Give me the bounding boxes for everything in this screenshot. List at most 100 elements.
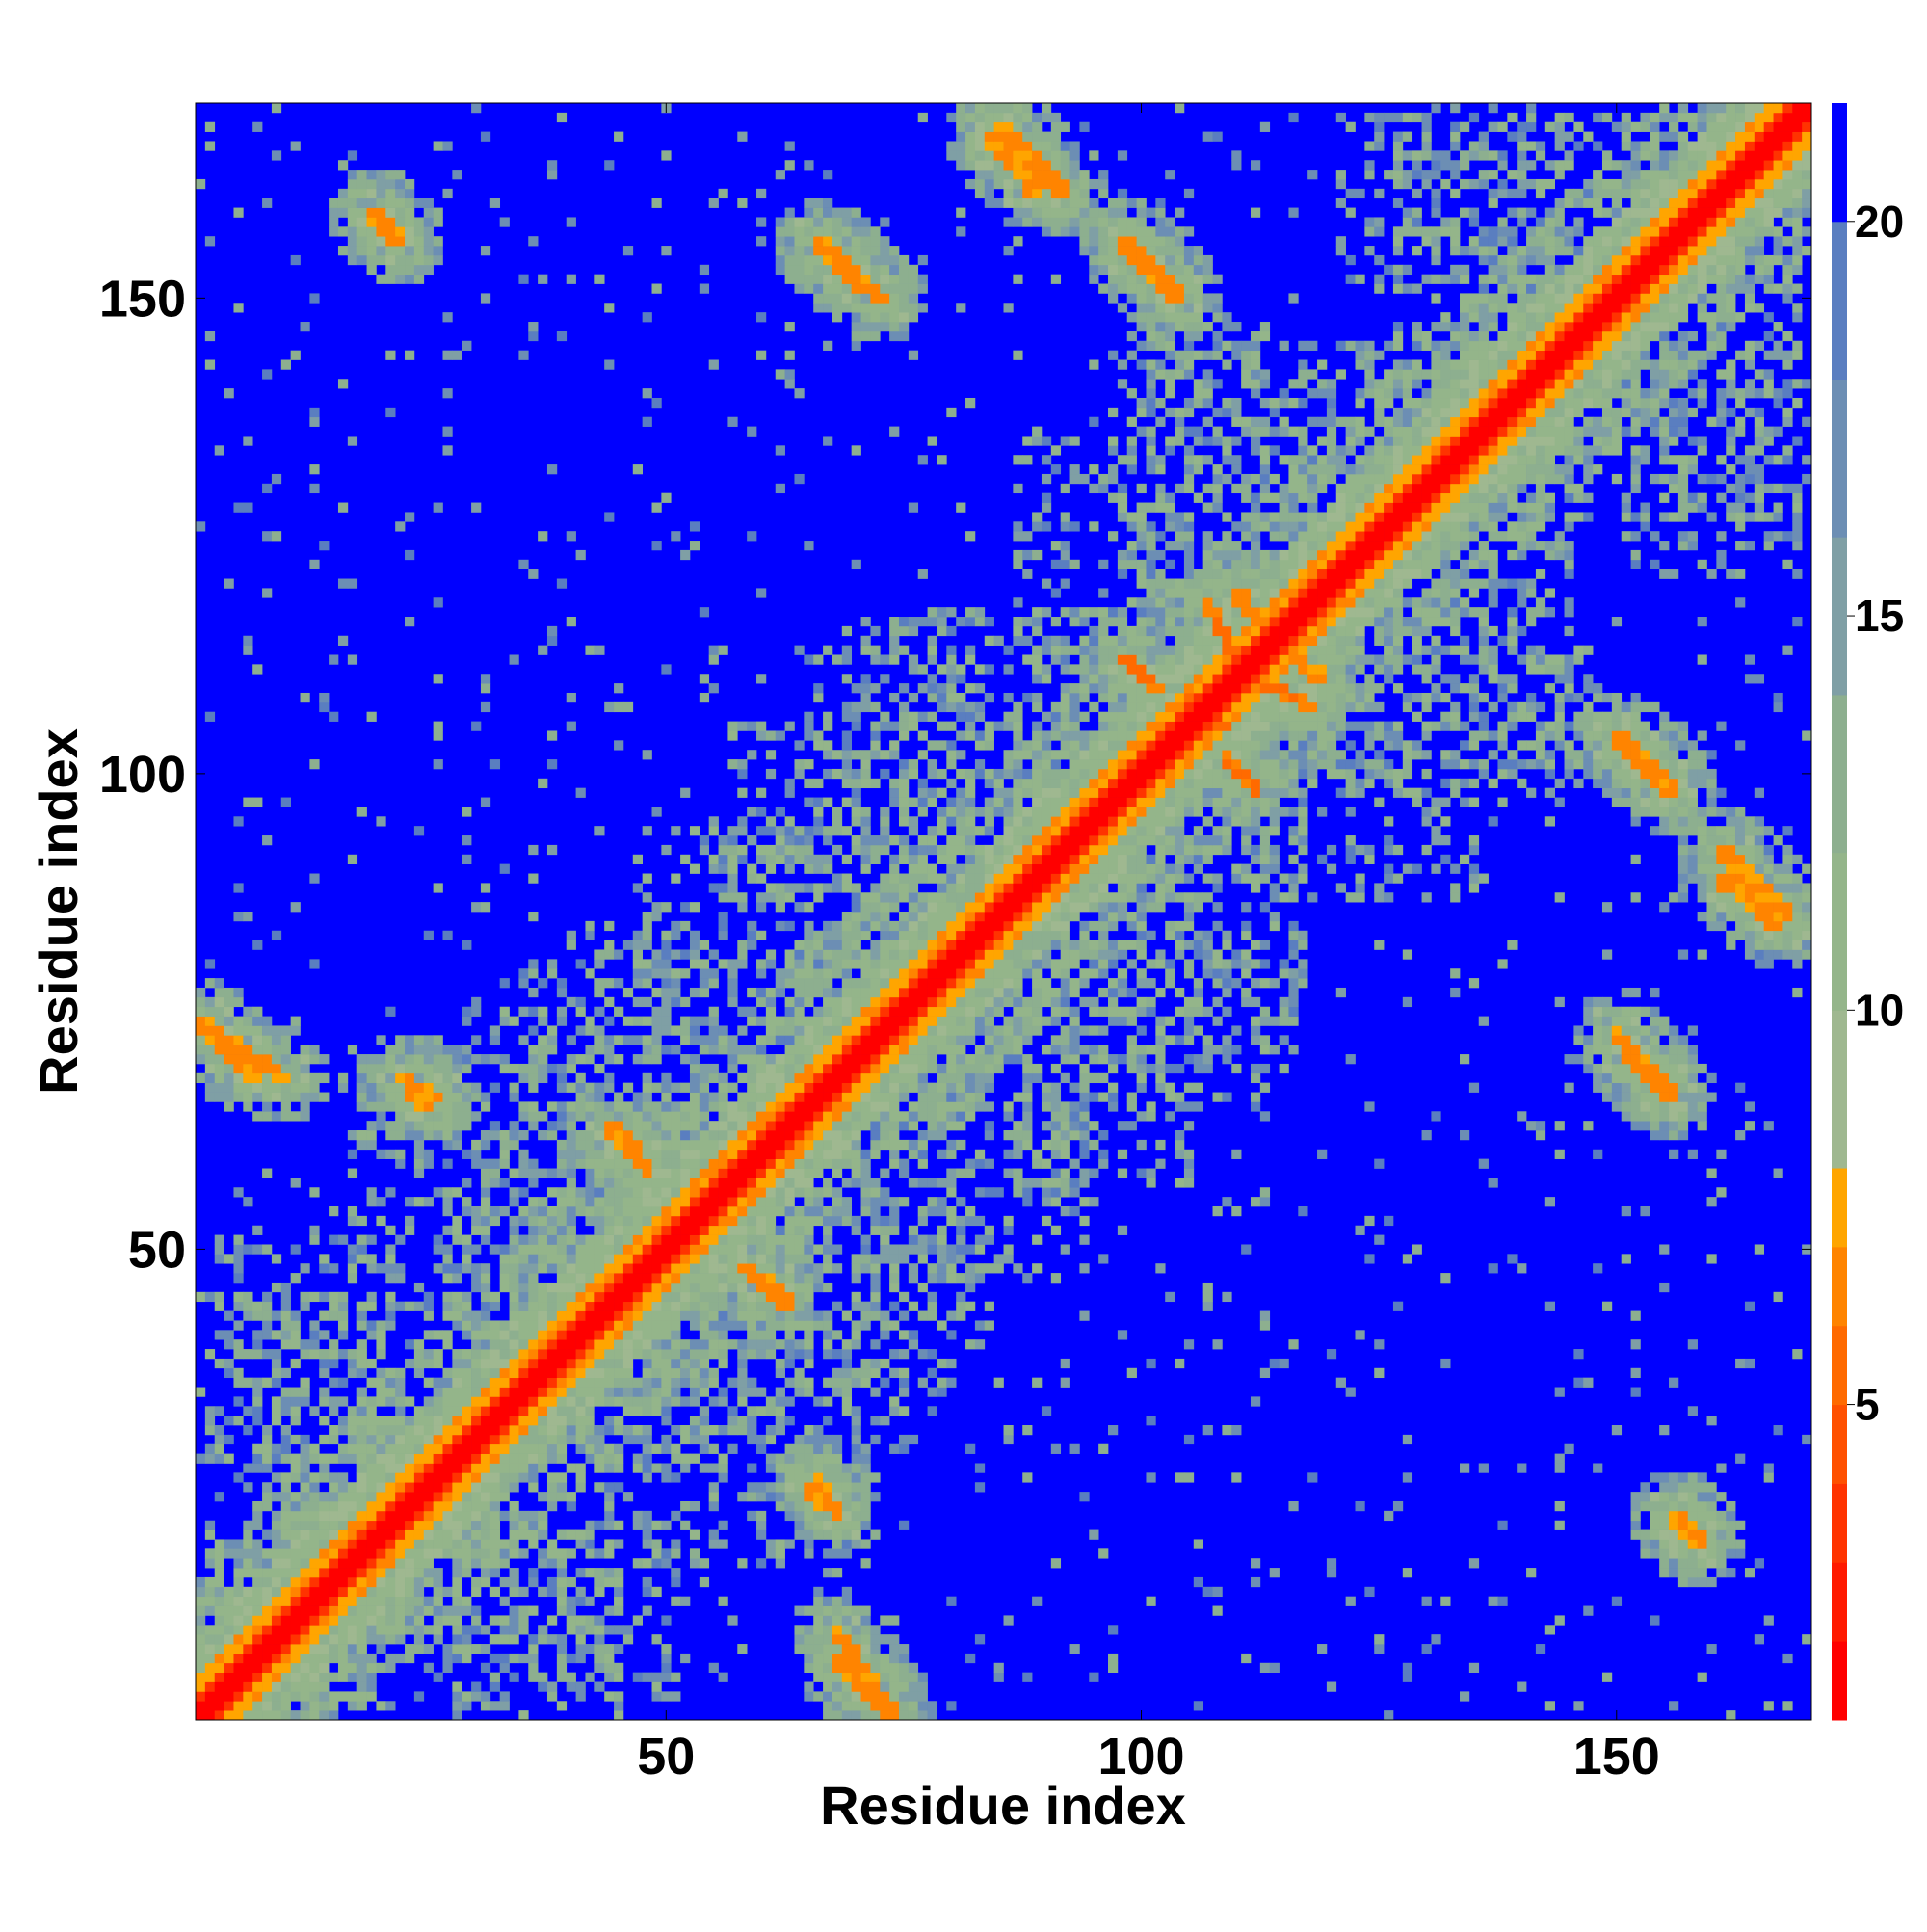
heatmap-cell	[1669, 1121, 1679, 1131]
heatmap-cell	[851, 1101, 861, 1112]
heatmap-cell	[974, 996, 986, 1008]
heatmap-cell	[946, 1082, 957, 1093]
heatmap-cell	[604, 978, 615, 989]
heatmap-cell	[651, 1672, 662, 1682]
heatmap-cell	[622, 1396, 634, 1407]
heatmap-cell	[832, 1045, 843, 1055]
heatmap-cell	[366, 1434, 377, 1445]
heatmap-cell	[841, 1662, 853, 1673]
heatmap-cell	[747, 1330, 757, 1340]
heatmap-cell	[575, 1072, 586, 1084]
heatmap-cell	[280, 1320, 291, 1331]
heatmap-cell	[860, 1625, 871, 1635]
heatmap-cell	[366, 1529, 377, 1540]
heatmap-cell	[538, 1016, 548, 1026]
heatmap-cell	[480, 1520, 491, 1530]
heatmap-cell	[747, 1416, 757, 1426]
heatmap-cell	[204, 1548, 216, 1559]
heatmap-cell	[851, 996, 861, 1008]
heatmap-cell	[480, 1644, 491, 1654]
heatmap-cell	[1155, 1139, 1166, 1151]
heatmap-cell	[489, 1529, 501, 1540]
heatmap-cell	[661, 1472, 672, 1483]
heatmap-cell	[784, 1168, 795, 1178]
heatmap-cell	[718, 1178, 728, 1188]
heatmap-cell	[651, 1187, 662, 1198]
heatmap-cell	[1050, 1101, 1062, 1112]
heatmap-cell	[1687, 1548, 1698, 1559]
heatmap-cell	[594, 1035, 605, 1045]
heatmap-cell	[622, 1178, 634, 1188]
heatmap-cell	[385, 1453, 396, 1464]
heatmap-cell	[452, 1529, 462, 1540]
heatmap-cell	[233, 1653, 244, 1664]
heatmap-cell	[708, 1500, 719, 1512]
heatmap-cell	[604, 1054, 615, 1065]
heatmap-cell	[1250, 1197, 1261, 1207]
heatmap-cell	[556, 1225, 568, 1235]
heatmap-cell	[699, 1187, 710, 1198]
heatmap-cell	[566, 1358, 576, 1369]
heatmap-cell	[651, 959, 662, 969]
heatmap-cell	[727, 1197, 738, 1207]
heatmap-cell	[614, 1443, 624, 1454]
heatmap-cell	[841, 1092, 853, 1102]
heatmap-cell	[347, 1425, 358, 1436]
heatmap-cell	[860, 987, 871, 998]
heatmap-cell	[594, 959, 605, 969]
heatmap-cell	[300, 1605, 310, 1616]
heatmap-cell	[804, 1244, 814, 1255]
heatmap-cell	[1231, 1045, 1242, 1055]
heatmap-cell	[765, 1139, 777, 1151]
heatmap-cell	[632, 1054, 643, 1065]
heatmap-cell	[1573, 1054, 1584, 1065]
heatmap-cell	[1650, 1472, 1660, 1483]
heatmap-cell	[984, 1121, 994, 1131]
heatmap-cell	[509, 1063, 519, 1074]
heatmap-cell	[509, 1082, 519, 1093]
heatmap-cell	[509, 1358, 519, 1369]
heatmap-cell	[708, 1482, 719, 1493]
heatmap-cell	[927, 968, 937, 979]
heatmap-cell	[452, 1596, 462, 1606]
heatmap-cell	[366, 1425, 377, 1436]
heatmap-cell	[708, 1254, 719, 1264]
heatmap-cell	[546, 1615, 558, 1626]
heatmap-cell	[1069, 1187, 1080, 1198]
heatmap-cell	[794, 940, 805, 950]
heatmap-cell	[1601, 1006, 1613, 1017]
heatmap-cell	[993, 1006, 1004, 1017]
heatmap-cell	[794, 1625, 805, 1635]
heatmap-cell	[319, 1710, 330, 1721]
heatmap-cell	[813, 1520, 824, 1530]
heatmap-cell	[604, 1653, 615, 1664]
heatmap-cell	[319, 1472, 330, 1483]
heatmap-cell	[1640, 1006, 1650, 1017]
heatmap-cell	[1630, 1529, 1641, 1540]
heatmap-cell	[224, 1054, 234, 1065]
heatmap-cell	[319, 1605, 330, 1616]
heatmap-cell	[642, 968, 652, 979]
heatmap-cell	[708, 1178, 719, 1188]
heatmap-cell	[614, 1282, 624, 1293]
heatmap-cell	[671, 1387, 681, 1397]
heatmap-cell	[889, 1139, 900, 1151]
heatmap-cell	[661, 1178, 672, 1188]
heatmap-cell	[1165, 1035, 1175, 1045]
heatmap-cell	[566, 1205, 576, 1217]
heatmap-cell	[1735, 1453, 1746, 1464]
heatmap-cell	[880, 1330, 890, 1340]
heatmap-cell	[509, 1634, 519, 1645]
heatmap-cell	[347, 1653, 358, 1664]
heatmap-cell	[832, 1025, 843, 1036]
heatmap-cell	[518, 1320, 529, 1331]
heatmap-cell	[1003, 1168, 1014, 1178]
heatmap-cell	[442, 1548, 453, 1559]
heatmap-cell	[271, 1443, 282, 1454]
heatmap-cell	[413, 1453, 425, 1464]
heatmap-cell	[337, 1672, 349, 1682]
heatmap-cell	[538, 1301, 548, 1311]
heatmap-cell	[433, 1358, 443, 1369]
heatmap-cell	[575, 1092, 586, 1102]
heatmap-cell	[319, 1492, 330, 1502]
